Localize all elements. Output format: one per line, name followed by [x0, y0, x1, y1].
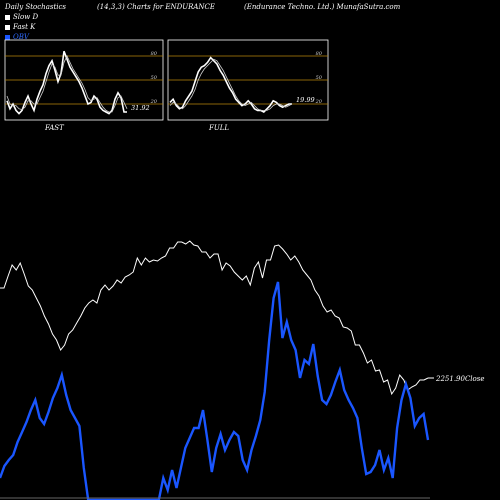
tick-label-20: 20 [150, 99, 158, 105]
legend-swatch [5, 24, 10, 30]
tick-label-20: 20 [315, 99, 323, 105]
legend-item-fast-k: Fast K [5, 22, 38, 32]
legend-item-slow-d: Slow D [5, 12, 38, 22]
legend-label: OBV [13, 33, 29, 41]
tick-label-50: 50 [151, 75, 158, 81]
legend-label: Fast K [13, 23, 36, 31]
fast-last-value-label: 31.92 [131, 104, 150, 112]
legend: Slow D Fast K OBV [5, 12, 38, 42]
full-series-1 [169, 58, 293, 111]
fast-series-1 [6, 55, 128, 113]
legend-item-obv: OBV [5, 32, 38, 42]
full-panel-label: FULL [209, 124, 230, 132]
close-value-label: 2251.90Close [435, 375, 485, 383]
source-label: (Endurance Techno. Ltd.) MunafaSutra.com [244, 3, 401, 11]
tick-label-80: 80 [316, 51, 323, 57]
close-price-line [0, 240, 429, 396]
legend-label: Slow D [13, 13, 39, 21]
chart-type-label: Daily Stochastics [5, 3, 67, 11]
tick-label-80: 80 [151, 51, 158, 57]
fast-series-0 [6, 50, 127, 115]
full-last-value-label: 19.99 [296, 96, 315, 104]
obv-line [0, 281, 430, 500]
tick-label-50: 50 [316, 75, 323, 81]
legend-swatch [5, 34, 10, 40]
legend-swatch [5, 14, 10, 20]
full-series-0 [169, 56, 292, 113]
chart-title: (14,3,3) Charts for ENDURANCE [97, 3, 216, 11]
fast-panel-label: FAST [45, 124, 64, 132]
